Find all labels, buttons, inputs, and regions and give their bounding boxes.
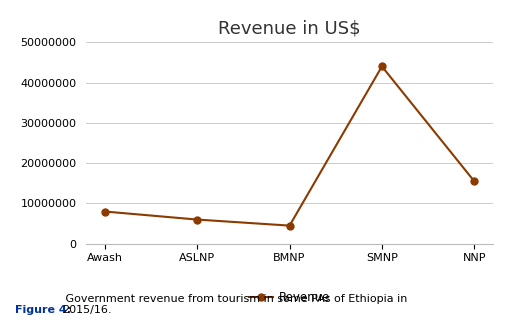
Legend: Revenue: Revenue (244, 286, 335, 308)
Text: Figure 4:: Figure 4: (15, 305, 72, 315)
Title: Revenue in US$: Revenue in US$ (218, 20, 361, 38)
Text: Government revenue from tourism in some PAs of Ethiopia in
2015/16.: Government revenue from tourism in some … (62, 294, 407, 315)
